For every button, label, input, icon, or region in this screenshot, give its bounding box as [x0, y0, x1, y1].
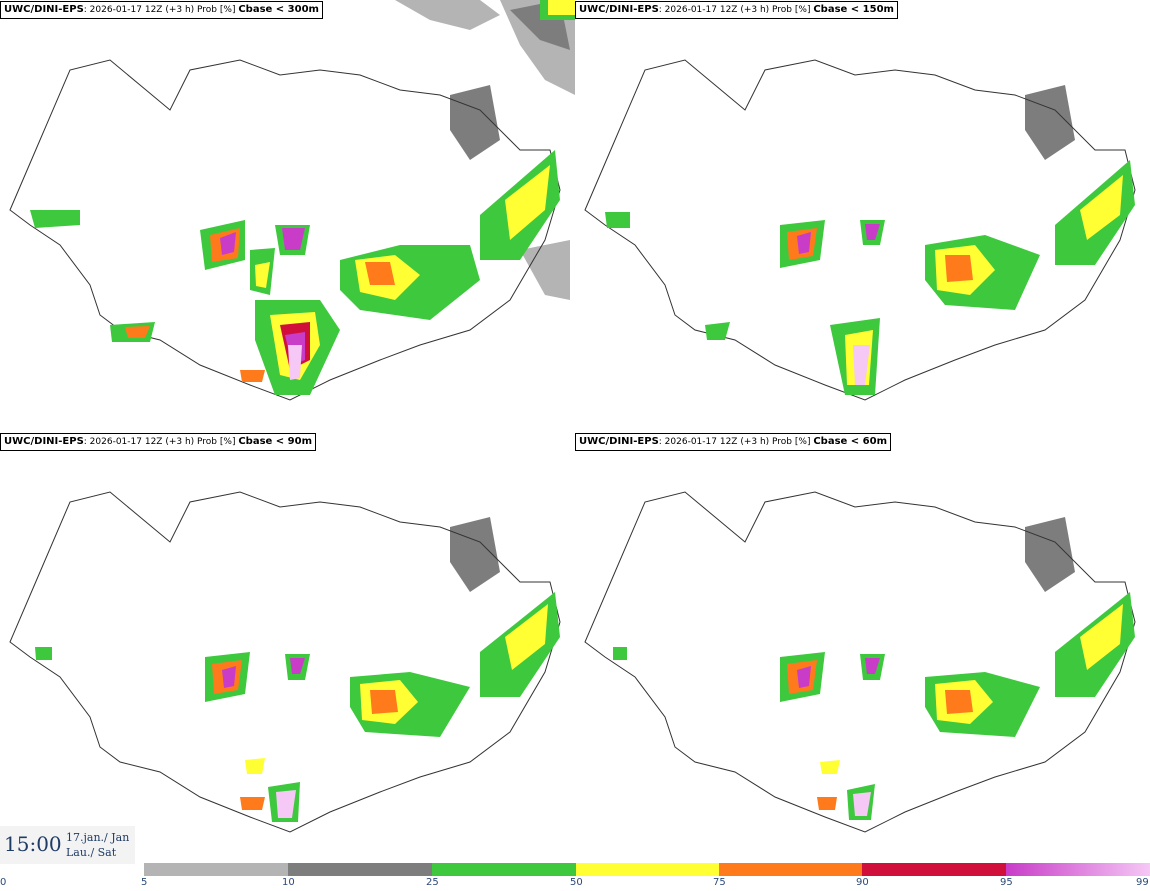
legend-tick: 99	[1136, 877, 1149, 888]
legend-tick: 5	[141, 877, 148, 888]
variable-name: Cbase < 60m	[813, 436, 888, 447]
panel-title: UWC/DINI-EPS: 2026-01-17 12Z (+3 h) Prob…	[575, 1, 898, 19]
legend-bin-25-50	[432, 863, 576, 876]
legend-bin-50-75	[576, 863, 719, 876]
legend-bin-5-10	[144, 863, 288, 876]
legend-tick: 95	[1000, 877, 1013, 888]
legend-bin-10-25	[288, 863, 432, 876]
legend-bin-90-95	[862, 863, 1006, 876]
panel-title: UWC/DINI-EPS: 2026-01-17 12Z (+3 h) Prob…	[575, 433, 892, 451]
legend-tick: 25	[426, 877, 439, 888]
model-name: UWC/DINI-EPS	[4, 4, 84, 15]
map-panel-300m: UWC/DINI-EPS: 2026-01-17 12Z (+3 h) Prob…	[0, 0, 575, 432]
run-info: 2026-01-17 12Z (+3 h) Prob [%]	[664, 5, 811, 15]
map-panel-150m: UWC/DINI-EPS: 2026-01-17 12Z (+3 h) Prob…	[575, 0, 1150, 432]
iceland-map	[9, 491, 561, 833]
model-name: UWC/DINI-EPS	[579, 436, 659, 447]
legend-bin-75-90	[719, 863, 862, 876]
run-info: 2026-01-17 12Z (+3 h) Prob [%]	[664, 437, 811, 447]
iceland-map	[584, 491, 1136, 833]
color-legend: 0 5 10 25 50 75 90 95 99	[0, 862, 1150, 891]
map-panel-60m: UWC/DINI-EPS: 2026-01-17 12Z (+3 h) Prob…	[575, 432, 1150, 864]
run-info: 2026-01-17 12Z (+3 h) Prob [%]	[89, 5, 236, 15]
valid-date: 17.jan./ Jan Lau./ Sat	[66, 830, 129, 860]
variable-name: Cbase < 150m	[813, 4, 894, 15]
model-name: UWC/DINI-EPS	[4, 436, 84, 447]
variable-name: Cbase < 90m	[238, 436, 313, 447]
iceland-map	[9, 0, 575, 401]
iceland-map	[584, 59, 1136, 401]
valid-time: 15:00	[4, 832, 62, 856]
legend-tick: 50	[570, 877, 583, 888]
legend-tick: 90	[856, 877, 869, 888]
map-panel-90m: UWC/DINI-EPS: 2026-01-17 12Z (+3 h) Prob…	[0, 432, 575, 864]
valid-date-line1: 17.jan./ Jan	[66, 831, 130, 844]
variable-name: Cbase < 300m	[238, 4, 319, 15]
legend-bin-95-99	[1006, 863, 1150, 876]
run-info: 2026-01-17 12Z (+3 h) Prob [%]	[89, 437, 236, 447]
panel-title: UWC/DINI-EPS: 2026-01-17 12Z (+3 h) Prob…	[0, 433, 317, 451]
panel-title: UWC/DINI-EPS: 2026-01-17 12Z (+3 h) Prob…	[0, 1, 323, 19]
model-name: UWC/DINI-EPS	[579, 4, 659, 15]
legend-tick: 0	[0, 877, 7, 888]
legend-tick: 75	[713, 877, 726, 888]
valid-time-box: 15:00 17.jan./ Jan Lau./ Sat	[0, 826, 135, 864]
legend-tick: 10	[282, 877, 295, 888]
valid-date-line2: Lau./ Sat	[66, 846, 117, 859]
